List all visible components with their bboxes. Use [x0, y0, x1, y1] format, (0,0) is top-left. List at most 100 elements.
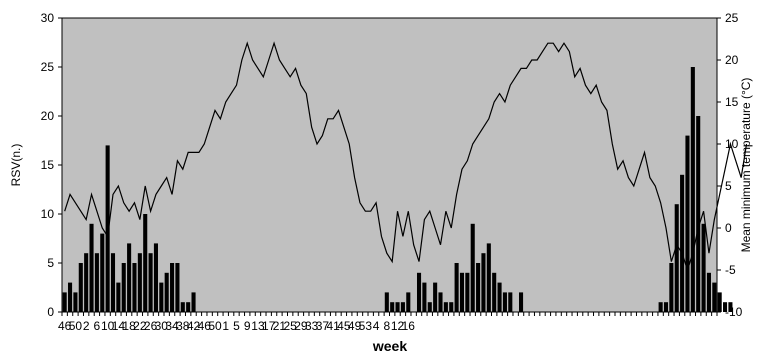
x-tick-label: 17 — [262, 319, 276, 333]
x-tick-label: 29 — [294, 319, 308, 333]
x-tick-label: 25 — [284, 319, 298, 333]
x-tick-label: 16 — [402, 319, 416, 333]
rsv-bar — [390, 302, 395, 312]
y-left-tick-label: 15 — [41, 158, 55, 172]
rsv-bar — [180, 302, 185, 312]
rsv-bar — [427, 302, 432, 312]
x-tick-label: 26 — [144, 319, 158, 333]
x-tick-label: 34 — [165, 319, 179, 333]
rsv-bar — [723, 302, 728, 312]
rsv-bar — [78, 263, 83, 312]
temperature-line-group — [64, 41, 748, 272]
y-axis-left: 0 5 10 15 20 25 30 — [41, 11, 62, 319]
rsv-bar — [674, 204, 679, 312]
rsv-bar — [696, 116, 701, 312]
y-right-tick-label: 5 — [725, 179, 732, 193]
rsv-bars — [62, 67, 733, 312]
y-right-tick-label: 20 — [725, 53, 739, 67]
rsv-bar — [73, 292, 78, 312]
x-tick-label: 14 — [112, 319, 126, 333]
rsv-bar — [476, 263, 481, 312]
x-axis-title: week — [372, 338, 407, 354]
rsv-bar — [438, 292, 443, 312]
y-left-tick-label: 25 — [41, 60, 55, 74]
rsv-bar — [68, 282, 73, 312]
rsv-bar — [685, 135, 690, 312]
rsv-bar — [658, 302, 663, 312]
rsv-bar — [121, 263, 126, 312]
x-tick-label: 38 — [176, 319, 190, 333]
x-tick-label: 9 — [244, 319, 251, 333]
x-tick-label: 12 — [391, 319, 405, 333]
rsv-bar — [400, 302, 405, 312]
y-right-tick-label: -5 — [725, 263, 736, 277]
rsv-bar — [680, 174, 685, 312]
rsv-bar — [105, 145, 110, 312]
rsv-bar — [164, 272, 169, 312]
x-tick-label: 2 — [83, 319, 90, 333]
rsv-bar — [454, 263, 459, 312]
y-left-tick-label: 5 — [47, 256, 54, 270]
rsv-bar — [728, 302, 733, 312]
rsv-bar — [395, 302, 400, 312]
rsv-bar — [433, 282, 438, 312]
x-tick-label: 5 — [233, 319, 240, 333]
plot-background — [61, 17, 718, 313]
rsv-bar — [706, 272, 711, 312]
x-tick-label: 18 — [122, 319, 136, 333]
rsv-bar — [663, 302, 669, 312]
y-right-tick-label: -10 — [725, 305, 743, 319]
rsv-bar — [690, 67, 695, 312]
rsv-bar — [100, 233, 105, 312]
rsv-bar — [143, 214, 148, 312]
y-left-tick-label: 10 — [41, 207, 55, 221]
rsv-bar — [502, 292, 507, 312]
x-tick-label: 50 — [69, 319, 83, 333]
rsv-bar — [422, 282, 427, 312]
x-tick-label: 50 — [208, 319, 222, 333]
rsv-bar — [175, 263, 180, 312]
x-tick-label: 22 — [133, 319, 147, 333]
x-tick-label: 13 — [251, 319, 265, 333]
rsv-bar — [406, 292, 411, 312]
y-axis-left-title: RSV(n.) — [9, 144, 23, 187]
rsv-bar — [459, 272, 465, 312]
rsv-bar — [127, 243, 132, 312]
rsv-bar — [116, 282, 121, 312]
rsv-bar — [416, 272, 422, 312]
y-right-tick-label: 10 — [725, 137, 739, 151]
x-tick-label: 1 — [222, 319, 229, 333]
rsv-bar — [170, 263, 175, 312]
rsv-bar — [186, 302, 191, 312]
y-right-tick-label: 15 — [725, 95, 739, 109]
rsv-bar — [449, 302, 454, 312]
rsv-bar — [669, 263, 674, 312]
temperature-line — [64, 41, 748, 272]
x-tick-label: 21 — [273, 319, 287, 333]
rsv-bar — [486, 243, 491, 312]
y-right-tick-label: 0 — [725, 221, 732, 235]
rsv-bar — [712, 282, 717, 312]
rsv-bar — [62, 292, 67, 312]
x-tick-label: 45 — [337, 319, 351, 333]
rsv-bar — [717, 292, 722, 312]
y-left-tick-label: 0 — [47, 305, 54, 319]
rsv-bar — [508, 292, 513, 312]
y-right-tick-label: 25 — [725, 11, 739, 25]
rsv-bar — [110, 253, 116, 312]
rsv-bar — [153, 243, 158, 312]
x-tick-label: 6 — [94, 319, 101, 333]
x-tick-label: 33 — [305, 319, 319, 333]
rsv-bar — [701, 223, 706, 312]
rsv-bar — [481, 253, 486, 312]
x-tick-label: 37 — [316, 319, 330, 333]
rsv-bar — [384, 292, 389, 312]
x-tick-label: 46 — [198, 319, 212, 333]
rsv-bar — [519, 292, 524, 312]
rsv-bar — [492, 272, 497, 312]
x-tick-label: 4 — [373, 319, 380, 333]
y-left-tick-label: 20 — [41, 109, 55, 123]
rsv-bar — [191, 292, 196, 312]
rsv-bar — [89, 223, 94, 312]
